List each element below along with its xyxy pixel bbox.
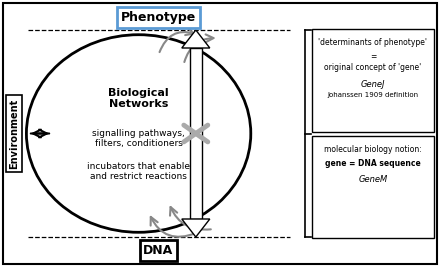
Ellipse shape xyxy=(26,35,251,232)
Text: molecular biology notion:: molecular biology notion: xyxy=(324,144,422,154)
FancyBboxPatch shape xyxy=(312,135,434,238)
Text: signalling pathways,
filters, conditioners: signalling pathways, filters, conditione… xyxy=(92,129,185,148)
FancyBboxPatch shape xyxy=(3,3,437,264)
Text: DNA: DNA xyxy=(143,244,173,257)
Text: =: = xyxy=(370,52,376,61)
Text: incubators that enable
and restrict reactions: incubators that enable and restrict reac… xyxy=(87,162,190,181)
FancyBboxPatch shape xyxy=(190,48,202,219)
Text: GeneM: GeneM xyxy=(358,175,388,183)
Text: 'determinants of phenotype': 'determinants of phenotype' xyxy=(319,38,428,47)
Text: Biological
Networks: Biological Networks xyxy=(108,88,169,109)
Polygon shape xyxy=(182,30,210,48)
FancyBboxPatch shape xyxy=(312,29,434,132)
Text: Phenotype: Phenotype xyxy=(121,11,196,24)
Text: Environment: Environment xyxy=(9,98,19,169)
Text: Johanssen 1909 definition: Johanssen 1909 definition xyxy=(327,92,418,98)
Polygon shape xyxy=(182,219,210,237)
Text: GeneJ: GeneJ xyxy=(361,80,385,89)
Text: gene = DNA sequence: gene = DNA sequence xyxy=(325,159,421,167)
Text: original concept of 'gene': original concept of 'gene' xyxy=(324,63,422,72)
